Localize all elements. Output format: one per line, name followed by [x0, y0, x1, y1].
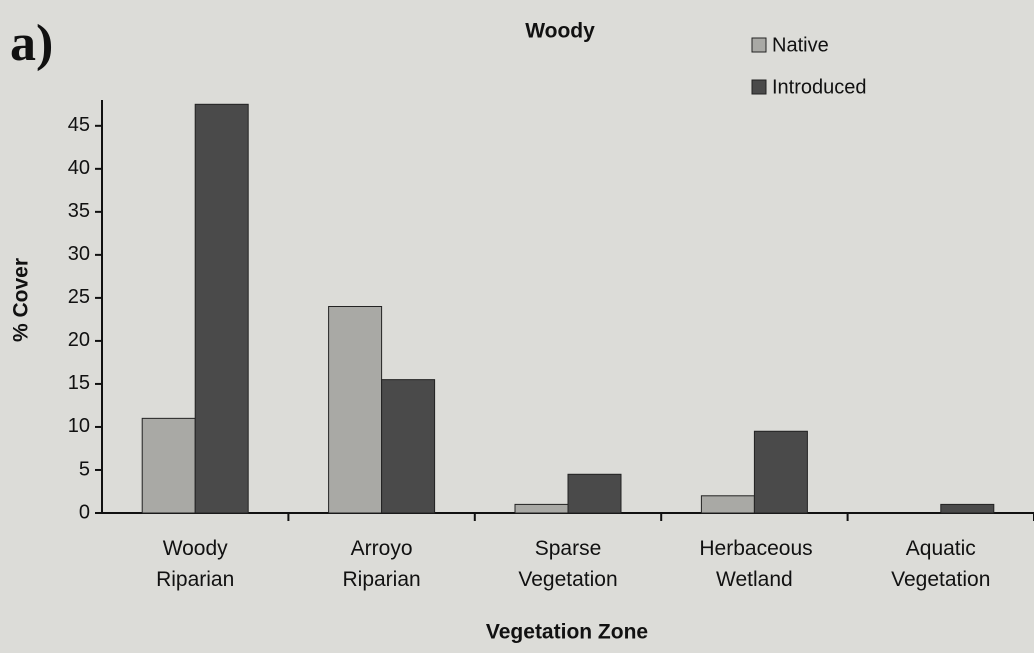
x-tick-label: Aquatic Vegetation [891, 537, 991, 591]
panel-label: a) [10, 15, 53, 72]
bar [514, 503, 569, 514]
y-tick-label: 10 [68, 415, 90, 437]
y-tick-label: 5 [79, 458, 90, 480]
y-tick-label: 15 [68, 372, 90, 394]
bar [567, 473, 622, 514]
bar [194, 103, 249, 514]
bar [328, 306, 383, 514]
y-tick-label: 20 [68, 329, 90, 351]
x-tick-label: Woody Riparian [156, 537, 235, 591]
bar [381, 379, 436, 514]
legend-swatch [751, 79, 767, 95]
x-axis-label: Vegetation Zone [486, 621, 648, 644]
bar [753, 430, 808, 514]
legend-label: Native [772, 34, 829, 56]
chart-title: Woody [525, 20, 595, 43]
x-tick-label: Herbaceous Wetland [699, 537, 813, 591]
bar [141, 417, 196, 514]
y-tick-label: 25 [68, 286, 90, 308]
y-tick-label: 0 [79, 501, 90, 523]
y-tick-label: 35 [68, 200, 90, 222]
y-tick-label: 40 [68, 157, 90, 179]
x-tick-label: Sparse Vegetation [518, 537, 618, 591]
y-axis-label: % Cover [10, 258, 33, 342]
y-tick-label: 30 [68, 243, 90, 265]
bar [700, 495, 755, 514]
legend-swatch [751, 37, 767, 53]
y-tick-label: 45 [68, 114, 90, 136]
bar [940, 503, 995, 514]
x-tick-label: Arroyo Riparian [342, 537, 421, 591]
legend-label: Introduced [772, 76, 867, 98]
